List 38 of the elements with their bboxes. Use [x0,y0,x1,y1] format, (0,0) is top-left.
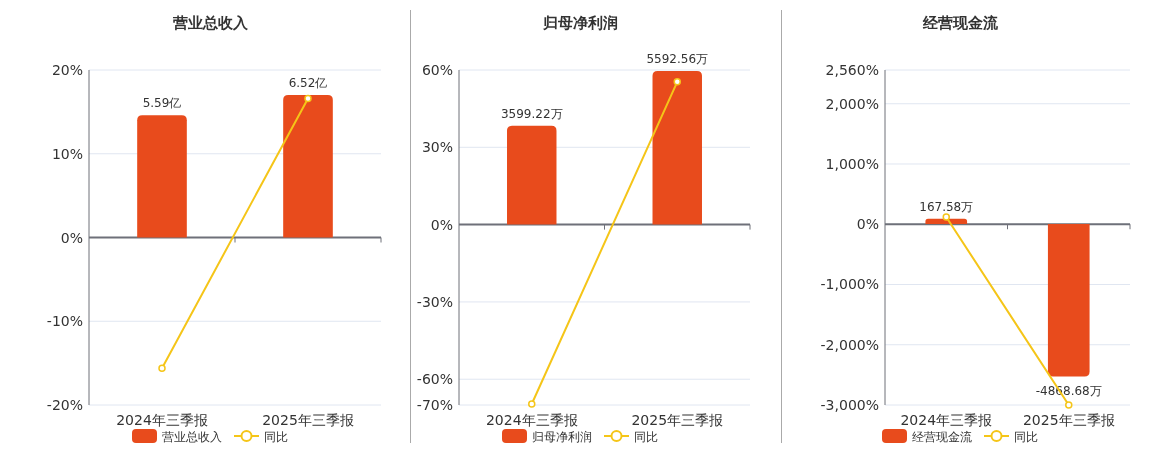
data-label: 6.52亿 [288,75,328,90]
legend-label: 归母净利润 [532,429,592,444]
x-tick-label: 2024年三季报 [116,412,208,428]
y-tick-label: 1,000% [825,155,879,172]
y-tick-label: 60% [421,62,453,78]
y-tick-label: -1,000% [820,276,879,293]
y-tick-label: 30% [421,139,453,156]
x-tick-label: 2024年三季报 [900,412,993,428]
legend-label: 同比 [634,429,658,444]
chart-title: 归母净利润 [541,14,618,32]
y-tick-label: 20% [51,62,83,78]
y-tick-label: 0% [856,216,879,233]
y-tick-label: 2,560% [825,62,879,78]
y-tick-label: -20% [46,397,83,413]
y-tick-label: -60% [416,371,453,388]
y-tick-label: -10% [46,313,83,330]
y-tick-label: 10% [51,145,83,162]
y-tick-label: -30% [416,293,453,310]
data-label: 167.58万 [919,199,974,214]
data-label: 3599.22万 [500,106,563,121]
legend-label: 同比 [264,429,288,444]
x-tick-label: 2025年三季报 [631,412,724,428]
x-tick-label: 2025年三季报 [262,412,354,428]
chart-title: 营业总收入 [171,14,249,32]
y-tick-label: -70% [416,397,453,413]
y-tick-label: 2,000% [825,95,879,112]
legend-label: 经营现金流 [912,429,972,444]
chart-title: 经营现金流 [921,14,999,32]
y-tick-label: 0% [430,216,453,233]
legend-label: 同比 [1014,429,1038,444]
data-label: 5.59亿 [142,96,182,111]
data-label: 5592.56万 [646,52,709,66]
y-tick-label: -3,000% [820,397,879,413]
y-tick-label: 0% [60,229,83,246]
legend-label: 营业总收入 [162,429,222,444]
y-tick-label: -2,000% [820,336,879,353]
x-tick-label: 2025年三季报 [1022,412,1115,428]
x-tick-label: 2024年三季报 [485,412,578,428]
